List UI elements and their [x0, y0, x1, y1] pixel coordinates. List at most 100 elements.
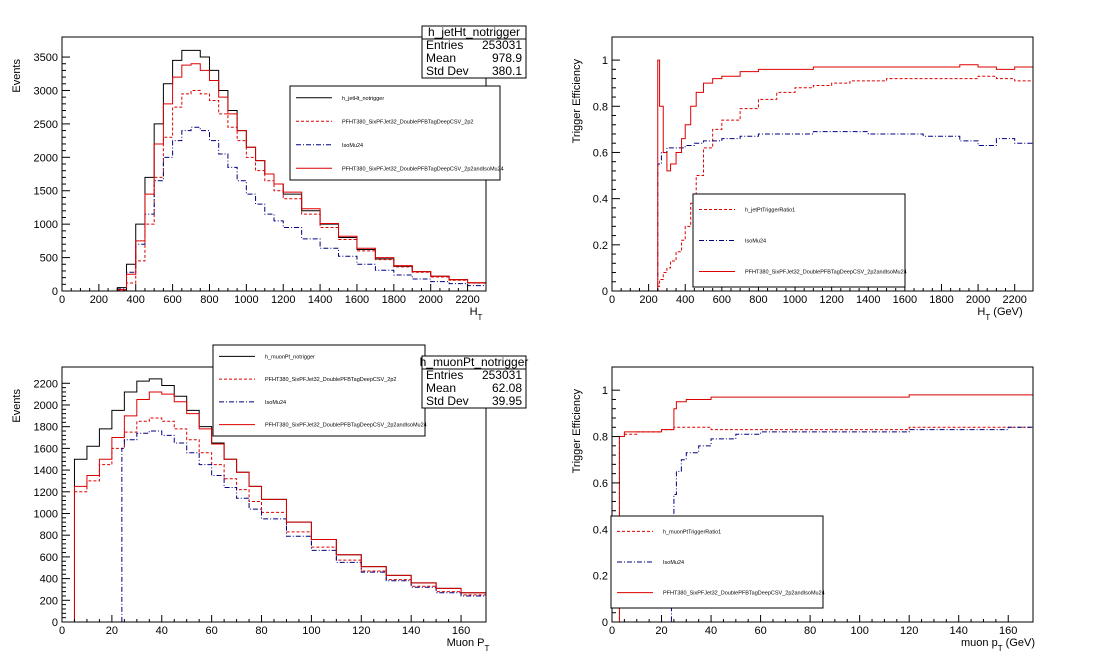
x-tick-label: 1400 [856, 294, 880, 306]
y-tick-label: 800 [40, 530, 58, 542]
y-tick-label: 200 [40, 595, 58, 607]
legend-entry: IsoMu24 [342, 143, 363, 149]
x-tick-label: 60 [206, 625, 218, 637]
x-tick-label: 40 [705, 625, 717, 637]
panel-jetht-events: 0 200 400 600 800 1000 1200 1400 1600 1800 2000 220… [11, 25, 527, 322]
y-tick-label: 3000 [34, 85, 58, 97]
panel-muonpt-events: 0 20 40 60 80 100 120 140 1600200400600800100012… [11, 344, 529, 653]
y-tick-label: 0.6 [593, 478, 608, 490]
legend: h_jetHt_notrigger PFHT380_SixPFJet32_Doub… [289, 85, 504, 181]
x-tick-label: 2200 [455, 294, 479, 306]
x-tick-label: 800 [749, 294, 767, 306]
panel-jetht-efficiency: 0 200 400 600 800 1000 1200 1400 1600 1800 2000 220… [571, 36, 1034, 322]
legend-entry: h_muonPtTriggerRatio1 [663, 529, 721, 535]
y-tick-label: 0 [52, 617, 58, 629]
x-tick-label: 160 [452, 625, 470, 637]
y-tick-label: 1 [602, 55, 608, 67]
series-line-0 [616, 426, 1033, 622]
x-tick-label: 800 [200, 294, 218, 306]
panel-muonpt-efficiency: 0 20 40 60 80 100 120 140 160 0 0.2 0.4 0.6 0.8 1 muon … [571, 366, 1035, 653]
x-tick-label: 1000 [234, 294, 258, 306]
y-tick-label: 1000 [34, 219, 58, 231]
x-tick-label: 40 [156, 625, 168, 637]
x-tick-label: 140 [402, 625, 420, 637]
y-tick-label: 2200 [34, 378, 58, 390]
series-line-3 [108, 63, 486, 291]
stats-label: Std Dev [426, 394, 469, 408]
x-tick-label: 600 [163, 294, 181, 306]
x-tick-label: 1600 [893, 294, 917, 306]
stats-label: Mean [426, 381, 456, 395]
x-tick-label: 1000 [783, 294, 807, 306]
y-tick-label: 1000 [34, 508, 58, 520]
x-tick-label: 100 [302, 625, 320, 637]
y-tick-label: 2000 [34, 152, 58, 164]
legend-entry: h_jetHt_notrigger [342, 96, 384, 102]
y-axis-title: Trigger Efficiency [571, 59, 583, 144]
y-tick-label: 1600 [34, 443, 58, 455]
x-tick-label: 0 [609, 625, 615, 637]
x-tick-label: 2000 [966, 294, 990, 306]
y-tick-label: 1400 [34, 465, 58, 477]
y-tick-label: 0.4 [593, 194, 608, 206]
legend-entry: PFHT380_SixPFJet32_DoublePFBTagDeepCSV_2… [342, 119, 473, 125]
x-tick-label: 1600 [345, 294, 369, 306]
stats-label: Mean [426, 51, 456, 65]
y-tick-label: 1200 [34, 487, 58, 499]
x-axis-title: Muon PT [447, 637, 490, 653]
y-tick-label: 1500 [34, 186, 58, 198]
series-line-2 [62, 430, 486, 622]
stats-title: h_jetHt_notrigger [428, 25, 520, 39]
x-tick-label: 200 [90, 294, 108, 306]
x-tick-label: 400 [127, 294, 145, 306]
y-tick-label: 0.8 [593, 101, 608, 113]
y-tick-label: 1800 [34, 422, 58, 434]
x-tick-label: 0 [59, 625, 65, 637]
x-tick-label: 2200 [1002, 294, 1026, 306]
y-tick-label: 600 [40, 552, 58, 564]
legend-entry: IsoMu24 [745, 239, 766, 245]
x-tick-label: 400 [676, 294, 694, 306]
stats-title: h_muonPt_notrigger [420, 355, 529, 369]
x-axis-title: muon pT (GeV) [961, 637, 1035, 653]
stats-label: Entries [426, 38, 463, 52]
stats-value: 380.1 [492, 64, 522, 78]
legend: h_muonPtTriggerRatio1 IsoMu24 PFHT380_SixP… [610, 515, 825, 609]
legend-entry: PFHT380_SixPFJet32_DoublePFBTagDeepCSV_2… [745, 270, 907, 276]
legend-entry: h_jetPtTriggerRatio1 [745, 208, 795, 214]
legend: h_jetPtTriggerRatio1 IsoMu24 PFHT380_SixPF… [692, 193, 907, 288]
x-tick-label: 2000 [418, 294, 442, 306]
y-tick-label: 0.2 [593, 240, 608, 252]
legend-entry: PFHT380_SixPFJet32_DoublePFBTagDeepCSV_2… [663, 591, 825, 597]
y-axis-title: Events [11, 59, 23, 93]
series-line-1 [612, 131, 1033, 291]
series-line-1 [108, 89, 486, 291]
stats-value: 253031 [482, 38, 522, 52]
series-line-3 [69, 391, 486, 622]
stats-label: Std Dev [426, 64, 469, 78]
x-tick-label: 1200 [271, 294, 295, 306]
series-line-1 [612, 426, 1033, 622]
y-tick-label: 2500 [34, 119, 58, 131]
y-tick-label: 400 [40, 574, 58, 586]
series-line-2 [108, 126, 486, 291]
y-tick-label: 0.6 [593, 147, 608, 159]
x-tick-label: 120 [900, 625, 918, 637]
x-tick-label: 1200 [819, 294, 843, 306]
x-tick-label: 20 [106, 625, 118, 637]
y-axis-title: Trigger Efficiency [571, 389, 583, 474]
x-tick-label: 0 [609, 294, 615, 306]
legend-entry: IsoMu24 [663, 560, 684, 566]
x-tick-label: 1800 [382, 294, 406, 306]
y-tick-label: 0 [602, 286, 608, 298]
y-tick-label: 1 [602, 385, 608, 397]
stats-label: Entries [426, 368, 463, 382]
x-tick-label: 200 [639, 294, 657, 306]
x-tick-label: 600 [713, 294, 731, 306]
x-tick-label: 60 [754, 625, 766, 637]
stats-value: 39.95 [492, 394, 522, 408]
stats-value: 978.9 [492, 51, 522, 65]
